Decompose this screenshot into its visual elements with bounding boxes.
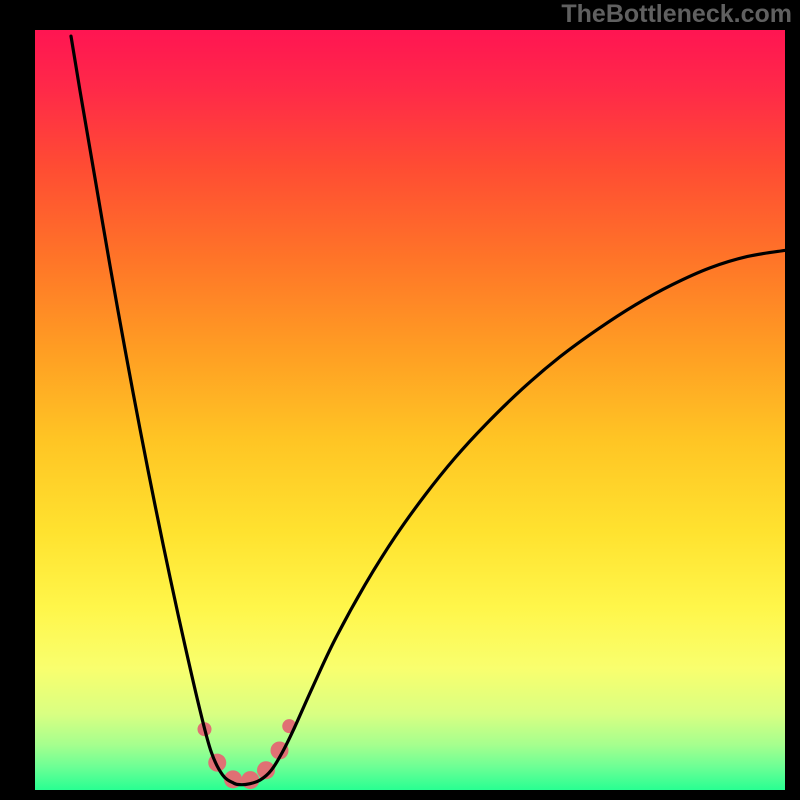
chart-svg xyxy=(35,30,785,790)
bottleneck-curve xyxy=(71,36,785,785)
watermark-text: TheBottleneck.com xyxy=(561,0,792,29)
plot-area xyxy=(35,30,785,790)
